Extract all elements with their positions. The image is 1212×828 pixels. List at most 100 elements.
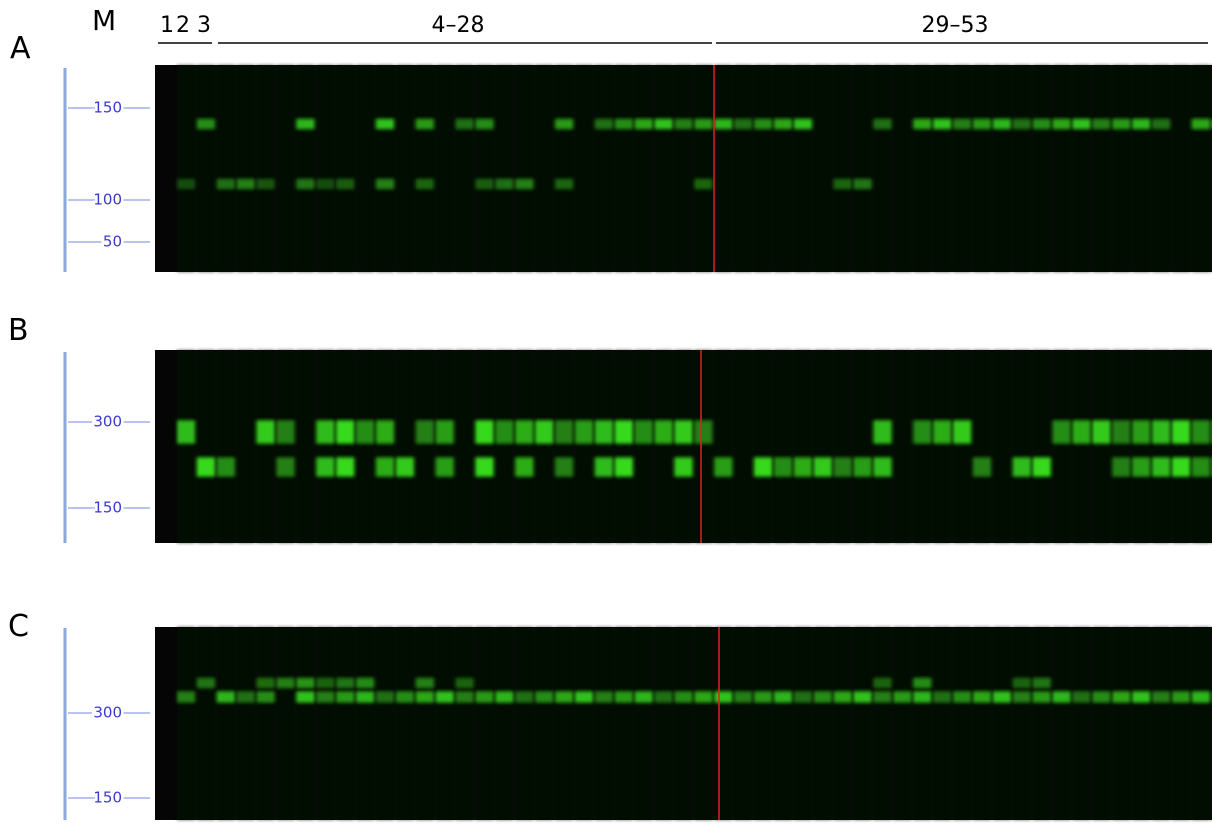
band: [277, 679, 295, 688]
band: [277, 458, 295, 476]
lane: [476, 65, 494, 272]
lane: [874, 350, 892, 543]
band: [1152, 458, 1170, 476]
band: [714, 120, 732, 129]
lane: [595, 627, 613, 820]
band: [1112, 458, 1130, 476]
band: [197, 458, 215, 476]
lane: [575, 627, 593, 820]
lane: [714, 350, 732, 543]
band: [495, 692, 513, 702]
band: [953, 120, 971, 129]
lane: [197, 627, 215, 820]
lane: [197, 65, 215, 272]
band: [555, 421, 573, 443]
lane: [893, 65, 911, 272]
band: [376, 421, 394, 443]
lane: [217, 65, 235, 272]
band: [1152, 421, 1170, 443]
lane: [296, 65, 314, 272]
lane: [336, 350, 354, 543]
panel-label: A: [10, 31, 31, 66]
band: [1013, 458, 1031, 476]
lane: [953, 65, 971, 272]
lane: [1152, 65, 1170, 272]
lane: [774, 65, 792, 272]
lane: [495, 627, 513, 820]
lane-label: 3: [197, 13, 211, 38]
band: [237, 692, 255, 702]
lane: [1192, 627, 1210, 820]
lane: [436, 65, 454, 272]
band: [555, 692, 573, 702]
lane: [893, 350, 911, 543]
lane: [734, 627, 752, 820]
band: [675, 120, 693, 129]
band: [197, 679, 215, 688]
lane: [1013, 65, 1031, 272]
band: [595, 458, 613, 476]
band: [794, 692, 812, 702]
lane: [854, 350, 872, 543]
band: [893, 692, 911, 702]
lane: [416, 627, 434, 820]
lane: [1033, 65, 1051, 272]
lane: [356, 350, 374, 543]
band: [336, 679, 354, 688]
lane: [456, 65, 474, 272]
lane: [774, 627, 792, 820]
lane: [1073, 350, 1091, 543]
lane: [575, 65, 593, 272]
lane: [675, 350, 693, 543]
lane: [854, 627, 872, 820]
band: [257, 692, 275, 702]
band: [1152, 120, 1170, 129]
lane: [973, 627, 991, 820]
band: [754, 120, 772, 129]
band: [1192, 458, 1210, 476]
band: [1132, 421, 1150, 443]
lane: [913, 65, 931, 272]
band: [615, 458, 633, 476]
band: [1092, 120, 1110, 129]
band: [257, 421, 275, 443]
lane: [515, 65, 533, 272]
band: [1033, 458, 1051, 476]
lane: [913, 350, 931, 543]
lane: [834, 65, 852, 272]
marker-value: 50: [103, 233, 122, 251]
lane: [655, 350, 673, 543]
lane: [615, 627, 633, 820]
lane: [794, 627, 812, 820]
band: [476, 120, 494, 129]
band: [376, 692, 394, 702]
band: [237, 180, 255, 189]
lane: [336, 65, 354, 272]
lane: [734, 350, 752, 543]
lane: [356, 627, 374, 820]
band: [595, 120, 613, 129]
lane: [993, 350, 1011, 543]
band: [316, 180, 334, 189]
lane: [694, 65, 712, 272]
band: [1073, 692, 1091, 702]
band: [675, 692, 693, 702]
band: [874, 120, 892, 129]
lane: [535, 65, 553, 272]
lane: [515, 627, 533, 820]
band: [1092, 421, 1110, 443]
band: [336, 458, 354, 476]
marker-value: 300: [93, 704, 122, 722]
lane: [1172, 627, 1190, 820]
band: [336, 692, 354, 702]
band: [1033, 692, 1051, 702]
band: [476, 692, 494, 702]
lane: [714, 65, 732, 272]
lane: [237, 65, 255, 272]
lane: [874, 65, 892, 272]
band: [874, 692, 892, 702]
lane: [316, 65, 334, 272]
band: [1112, 421, 1130, 443]
band: [217, 180, 235, 189]
band: [1092, 692, 1110, 702]
